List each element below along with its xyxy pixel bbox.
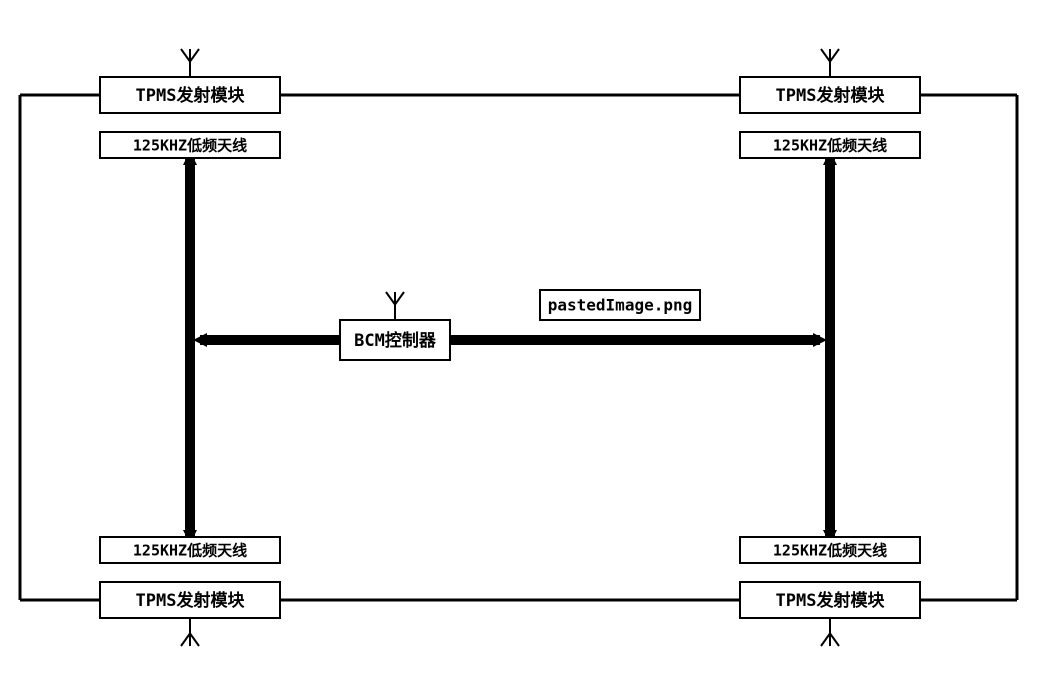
outer-frame: [20, 95, 1017, 600]
lf-antenna-box-bottom-right-label: 125KHZ低频天线: [773, 542, 887, 560]
lf-antenna-box-bottom-left-label: 125KHZ低频天线: [133, 542, 247, 560]
tpms-box-top-left-label: TPMS发射模块: [136, 85, 246, 106]
tpms-box-bottom-left-label: TPMS发射模块: [136, 590, 246, 611]
lf-antenna-box-top-right: 125KHZ低频天线: [740, 132, 920, 158]
antenna-tr-icon: [821, 49, 839, 77]
tpms-box-top-left: TPMS发射模块: [100, 77, 280, 113]
antenna-bl-icon: [181, 618, 199, 646]
lf-antenna-box-top-left-label: 125KHZ低频天线: [133, 137, 247, 155]
bcm-controller-box: BCM控制器: [340, 320, 450, 360]
tpms-box-bottom-left: TPMS发射模块: [100, 582, 280, 618]
pasted-image-label-box-label: pastedImage.png: [548, 296, 693, 315]
tpms-box-top-right-label: TPMS发射模块: [776, 85, 886, 106]
antenna-tl-icon: [181, 49, 199, 77]
pasted-image-label-box: pastedImage.png: [540, 290, 700, 320]
lf-antenna-box-bottom-right: 125KHZ低频天线: [740, 537, 920, 563]
tpms-box-top-right: TPMS发射模块: [740, 77, 920, 113]
bcm-controller-box-label: BCM控制器: [354, 330, 437, 351]
lf-antenna-box-top-left: 125KHZ低频天线: [100, 132, 280, 158]
tpms-box-bottom-right: TPMS发射模块: [740, 582, 920, 618]
antenna-br-icon: [821, 618, 839, 646]
lf-antenna-box-bottom-left: 125KHZ低频天线: [100, 537, 280, 563]
antenna-bcm-icon: [386, 292, 404, 320]
tpms-box-bottom-right-label: TPMS发射模块: [776, 590, 886, 611]
lf-antenna-box-top-right-label: 125KHZ低频天线: [773, 137, 887, 155]
